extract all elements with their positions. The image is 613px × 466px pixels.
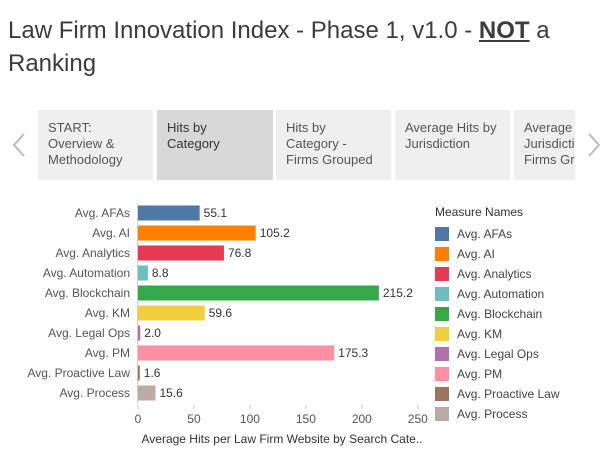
legend-item[interactable]: Avg. Process [435, 404, 610, 424]
legend-item[interactable]: Avg. AI [435, 244, 610, 264]
x-tick-label: 200 [352, 412, 372, 426]
title-tail: a Ranking [8, 17, 550, 77]
legend-label: Avg. Legal Ops [457, 347, 539, 361]
category-label: Avg. PM [85, 346, 130, 360]
legend-swatch [435, 307, 449, 321]
title-emphasis: NOT [478, 17, 530, 44]
bar[interactable] [138, 345, 335, 361]
legend-item[interactable]: Avg. PM [435, 364, 610, 384]
title-main: Law Firm Innovation Index - Phase 1, v1.… [8, 17, 479, 44]
category-label: Avg. Proactive Law [28, 366, 131, 380]
category-label: Avg. Process [60, 386, 130, 400]
bar[interactable] [138, 245, 224, 261]
legend-item[interactable]: Avg. Proactive Law [435, 384, 610, 404]
page-title: Law Firm Innovation Index - Phase 1, v1.… [8, 14, 608, 80]
legend-item[interactable]: Avg. AFAs [435, 224, 610, 244]
tab-label: Average Hits by Jurisdiction - Firms Gro… [524, 120, 575, 167]
previous-tab-button[interactable] [0, 110, 38, 180]
bar[interactable] [138, 265, 148, 281]
next-tab-button[interactable] [575, 110, 613, 180]
legend: Measure Names Avg. AFAs Avg. AI Avg. Ana… [435, 205, 610, 424]
tab-hits-by-category[interactable]: Hits by Category [157, 110, 273, 180]
category-label: Avg. Legal Ops [48, 326, 130, 340]
legend-swatch [435, 247, 449, 261]
bar-value-label: 105.2 [260, 226, 290, 240]
legend-label: Avg. Automation [457, 287, 545, 301]
legend-swatch [435, 407, 449, 421]
legend-label: Avg. Blockchain [457, 307, 543, 321]
tab-average-hits-jurisdiction[interactable]: Average Hits by Jurisdiction [395, 110, 510, 180]
bar-value-label: 8.8 [152, 266, 169, 280]
legend-swatch [435, 267, 449, 281]
legend-label: Avg. AFAs [457, 227, 513, 241]
legend-swatch [435, 347, 449, 361]
bar[interactable] [138, 205, 200, 221]
bar-value-label: 55.1 [204, 206, 228, 220]
bar[interactable] [138, 385, 156, 401]
x-tick-label: 0 [135, 412, 142, 426]
tab-label: Hits by Category [167, 120, 220, 151]
legend-item[interactable]: Avg. Automation [435, 284, 610, 304]
bar[interactable] [138, 305, 205, 321]
x-tick-label: 250 [408, 412, 428, 426]
category-label: Avg. AFAs [75, 206, 130, 220]
bar[interactable] [138, 285, 379, 301]
category-label: Avg. AI [92, 226, 130, 240]
legend-item[interactable]: Avg. KM [435, 324, 610, 344]
category-label: Avg. Analytics [56, 246, 130, 260]
legend-swatch [435, 367, 449, 381]
legend-swatch [435, 227, 449, 241]
legend-label: Avg. Proactive Law [457, 387, 560, 401]
bar[interactable] [138, 365, 140, 381]
chevron-left-icon [12, 133, 25, 157]
tab-start-overview[interactable]: START: Overview & Methodology [38, 110, 153, 180]
bar[interactable] [138, 225, 256, 241]
category-label: Avg. Blockchain [45, 286, 130, 300]
legend-item[interactable]: Avg. Blockchain [435, 304, 610, 324]
legend-swatch [435, 287, 449, 301]
tab-hits-by-category-grouped[interactable]: Hits by Category - Firms Grouped [276, 110, 391, 180]
bar-value-label: 1.6 [144, 366, 161, 380]
bar-value-label: 15.6 [159, 386, 183, 400]
x-axis-title: Average Hits per Law Firm Website by Sea… [141, 432, 422, 446]
legend-label: Avg. PM [457, 367, 503, 381]
legend-label: Avg. Process [457, 407, 528, 421]
tab-label: START: Overview & Methodology [48, 120, 123, 167]
category-label: Avg. Automation [43, 266, 130, 280]
bar-value-label: 175.3 [338, 346, 368, 360]
legend-swatch [435, 387, 449, 401]
legend-label: Avg. KM [457, 327, 503, 341]
category-label: Avg. KM [85, 306, 130, 320]
legend-item[interactable]: Avg. Analytics [435, 264, 610, 284]
x-tick-label: 150 [296, 412, 316, 426]
bar[interactable] [138, 325, 141, 341]
tab-average-hits-jurisdiction-grouped[interactable]: Average Hits by Jurisdiction - Firms Gro… [514, 110, 575, 180]
legend-label: Avg. Analytics [457, 267, 532, 281]
legend-swatch [435, 327, 449, 341]
legend-item[interactable]: Avg. Legal Ops [435, 344, 610, 364]
tab-label: Hits by Category - Firms Grouped [286, 120, 373, 167]
legend-label: Avg. AI [457, 247, 495, 261]
bar-chart: Avg. AFAs 55.1 Avg. AI 105.2 Avg. Analytics 7… [28, 203, 428, 446]
bar-value-label: 76.8 [228, 246, 252, 260]
legend-title: Measure Names [435, 205, 524, 219]
x-tick-label: 50 [187, 412, 201, 426]
tab-strip: START: Overview & Methodology Hits by Ca… [38, 110, 575, 180]
chevron-right-icon [588, 133, 601, 157]
bar-value-label: 2.0 [144, 326, 161, 340]
bar-value-label: 215.2 [383, 286, 413, 300]
legend-items: Avg. AFAs Avg. AI Avg. Analytics Avg. Au… [435, 224, 610, 424]
bar-value-label: 59.6 [209, 306, 233, 320]
x-tick-label: 100 [240, 412, 260, 426]
tab-label: Average Hits by Jurisdiction [405, 120, 497, 151]
tab-navigation: START: Overview & Methodology Hits by Ca… [0, 110, 613, 180]
